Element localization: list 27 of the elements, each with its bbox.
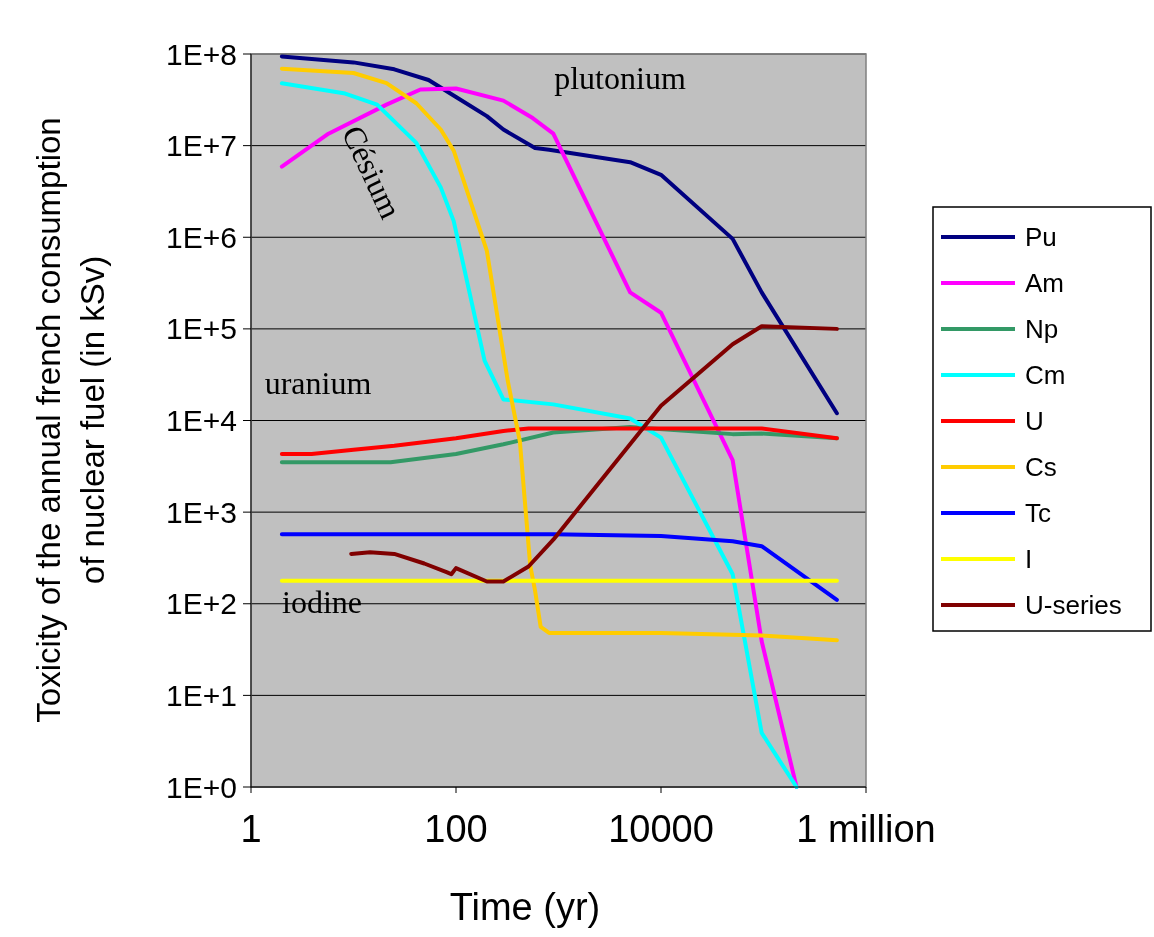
y-tick-label: 1E+2 xyxy=(166,587,237,621)
legend-label: I xyxy=(1025,544,1033,574)
y-tick-label: 1E+0 xyxy=(166,770,237,804)
y-tick-label: 1E+1 xyxy=(166,678,237,712)
annotation: uranium xyxy=(264,365,372,401)
annotation: Césium xyxy=(335,120,410,225)
legend-label: Pu xyxy=(1025,222,1057,252)
legend-label: Tc xyxy=(1025,498,1051,528)
x-tick-label: 100 xyxy=(424,808,488,850)
legend-label: Np xyxy=(1025,314,1059,344)
x-tick-label: 10000 xyxy=(608,808,714,850)
annotation: plutonium xyxy=(554,60,686,96)
legend-label: U xyxy=(1025,406,1044,436)
x-tick-label: 1 xyxy=(240,808,262,850)
y-tick-label: 1E+6 xyxy=(166,220,237,254)
legend-label: Am xyxy=(1025,268,1064,298)
y-axis-title: Toxicity of the annual french consumption of nuclear fuel (in kSv) xyxy=(30,117,111,723)
x-axis-title: Time (yr) xyxy=(449,886,601,928)
y-tick-label: 1E+3 xyxy=(166,495,237,529)
y-tick-label: 1E+7 xyxy=(166,129,237,163)
y-tick-label: 1E+4 xyxy=(166,404,237,437)
y-tick-label: 1E+5 xyxy=(166,312,237,346)
legend-label: Cm xyxy=(1025,360,1066,390)
legend-label: Cs xyxy=(1025,452,1057,482)
y-tick-label: 1E+8 xyxy=(166,37,237,71)
x-tick-label: 1 million xyxy=(796,808,936,850)
legend-label: U-series xyxy=(1025,590,1122,620)
